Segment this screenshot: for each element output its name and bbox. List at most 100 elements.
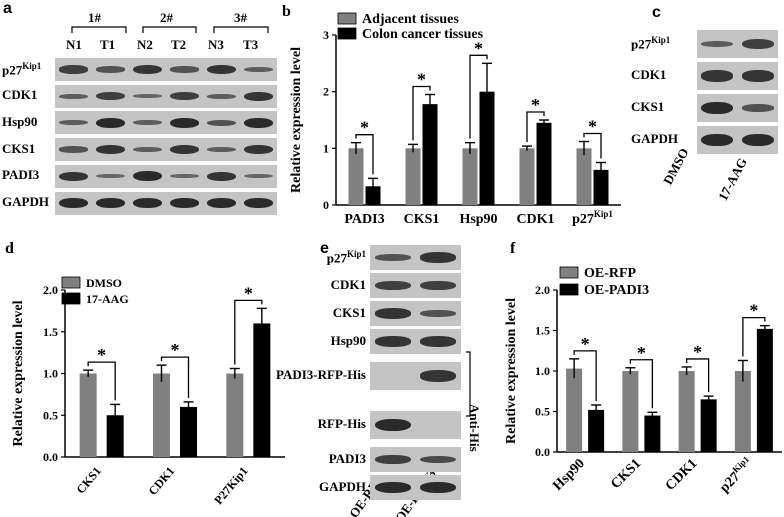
group-2-bracket [142,26,197,33]
blot-band [58,65,89,74]
blot-row-label: Hsp90 [2,113,38,129]
significance-bracket [87,361,116,401]
x-tick-label: CDK1 [146,464,178,498]
significance-star: * [581,334,590,354]
blot-band [95,117,126,129]
blot-row-label: PADI3 [328,450,366,466]
y-tick-label: 3 [323,28,329,42]
x-tick-label: PADI3 [344,212,384,227]
y-axis-label: Relative expression level [504,298,519,444]
legend-label: Colon cancer tissues [362,27,484,42]
blot-strip [55,138,277,162]
blot-band [741,133,774,147]
blot-band [206,171,237,181]
legend-label: DMSO [86,276,122,290]
group-2-label: 2# [160,10,173,25]
legend-label: OE-PADI3 [584,283,649,298]
anti-his-bracket [466,351,471,417]
blot-band [420,336,457,347]
blot-band [420,310,457,317]
blot-band [132,171,163,182]
significance-star: * [171,340,180,360]
blot-row-label: CDK1 [330,276,366,292]
bar [79,373,97,457]
x-tick-label: p27Kip1 [572,209,613,227]
bar [180,406,197,457]
group-brackets [71,26,269,33]
blot-band [95,66,126,73]
significance-star: * [97,345,106,365]
blot-band [701,101,734,115]
blot-band [95,197,126,209]
group-3-label: 3# [234,10,247,25]
x-tick-label: CDK1 [516,212,554,227]
blot-band [374,254,411,261]
legend-swatch [559,283,579,296]
bar [593,169,609,205]
x-tick-label: P27Kip1 [211,464,250,507]
blot-band [243,66,274,73]
significance-star: * [693,342,702,362]
significance-bracket [685,358,710,393]
bar [226,373,244,457]
bar [462,148,478,205]
blot-band [58,171,89,181]
y-tick-label: 2.0 [43,283,58,297]
blot-band [243,197,274,209]
legend-label: OE-RFP [584,266,637,281]
chart-f: f 0.0 0.5 1.0 1.5 2.0 Relative expression leve… [504,240,782,496]
significance-star: * [637,343,646,363]
bar [734,371,751,452]
significance-star: * [360,118,369,138]
blot-row-label: p27Kip1 [631,35,671,52]
significance-bracket [355,134,374,175]
blot-band [243,144,274,155]
blot-row-label: PADI3 [2,167,40,183]
blot-strip [55,164,277,188]
blot-band [701,70,734,82]
significance-bracket [469,54,488,139]
blot-band [243,91,274,101]
blot-row-label: p27Kip1 [326,248,366,265]
blot-band [420,252,457,263]
blot-band [420,481,457,494]
blot-strip [55,111,277,135]
y-tick-label: 0 [323,198,329,212]
panel-letter: f [510,240,516,257]
blot-band [132,147,163,153]
blot-band [58,93,89,99]
lane-label-17aag: 17-AAG [715,155,750,204]
blot-row-label: GAPDH [2,194,49,209]
legend-swatch [337,27,357,40]
chart-d: d 0.0 0.5 1.0 1.5 2.0 Relative expression leve… [5,240,285,507]
y-tick-label: 2 [323,85,329,99]
blot-band [132,197,163,209]
bar [566,368,583,452]
y-tick-label: 1 [323,141,329,155]
y-tick-label: 1.0 [535,364,550,378]
y-tick-label: 0.5 [43,408,58,422]
legend-swatch [559,266,579,279]
blot-band [374,308,411,319]
blot-band [169,144,200,155]
blot-band [374,455,411,464]
y-tick-label: 1.5 [535,324,550,338]
legend-swatch [61,292,81,305]
blot-row-label: CDK1 [2,87,38,103]
blot-band [701,40,734,48]
blot-strip [55,191,277,215]
significance-bracket [583,132,602,159]
bar [153,373,170,457]
x-tick-label: CDK1 [663,456,701,494]
significance-star: * [474,38,483,58]
x-tick-label: Hsp90 [459,212,497,227]
blot-row-label: p27Kip1 [2,60,42,77]
blot-band [420,281,457,290]
blot-band [701,133,734,147]
significance-bracket [742,316,766,357]
significance-bracket [160,356,190,398]
blot-band [741,70,774,82]
y-axis-label: Relative expression level [11,300,26,446]
x-tick-label: p27Kip1 [715,454,757,496]
bar [422,104,438,205]
